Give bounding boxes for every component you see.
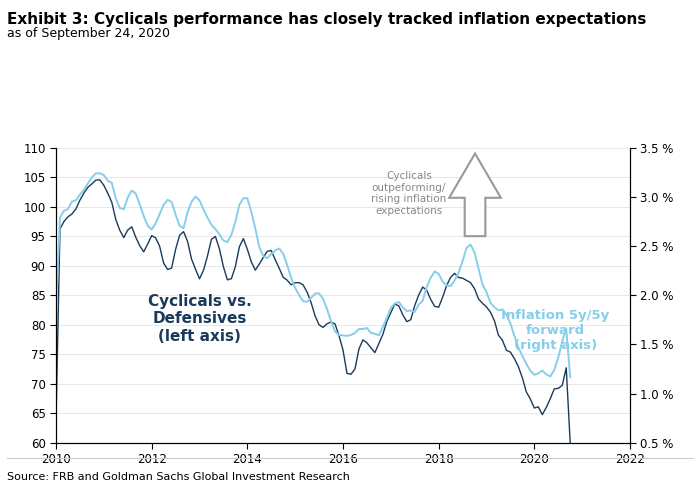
- Text: Exhibit 3: Cyclicals performance has closely tracked inflation expectations: Exhibit 3: Cyclicals performance has clo…: [7, 12, 646, 27]
- Text: Cyclicals vs.
Defensives
(left axis): Cyclicals vs. Defensives (left axis): [148, 294, 251, 344]
- Text: as of September 24, 2020: as of September 24, 2020: [7, 27, 170, 40]
- Polygon shape: [449, 154, 500, 236]
- Text: Source: FRB and Goldman Sachs Global Investment Research: Source: FRB and Goldman Sachs Global Inv…: [7, 472, 350, 482]
- Text: Cyclicals
outpeforming/
rising inflation
expectations: Cyclicals outpeforming/ rising inflation…: [372, 171, 447, 216]
- Text: Inflation 5y/5y
forward
(right axis): Inflation 5y/5y forward (right axis): [501, 309, 610, 352]
